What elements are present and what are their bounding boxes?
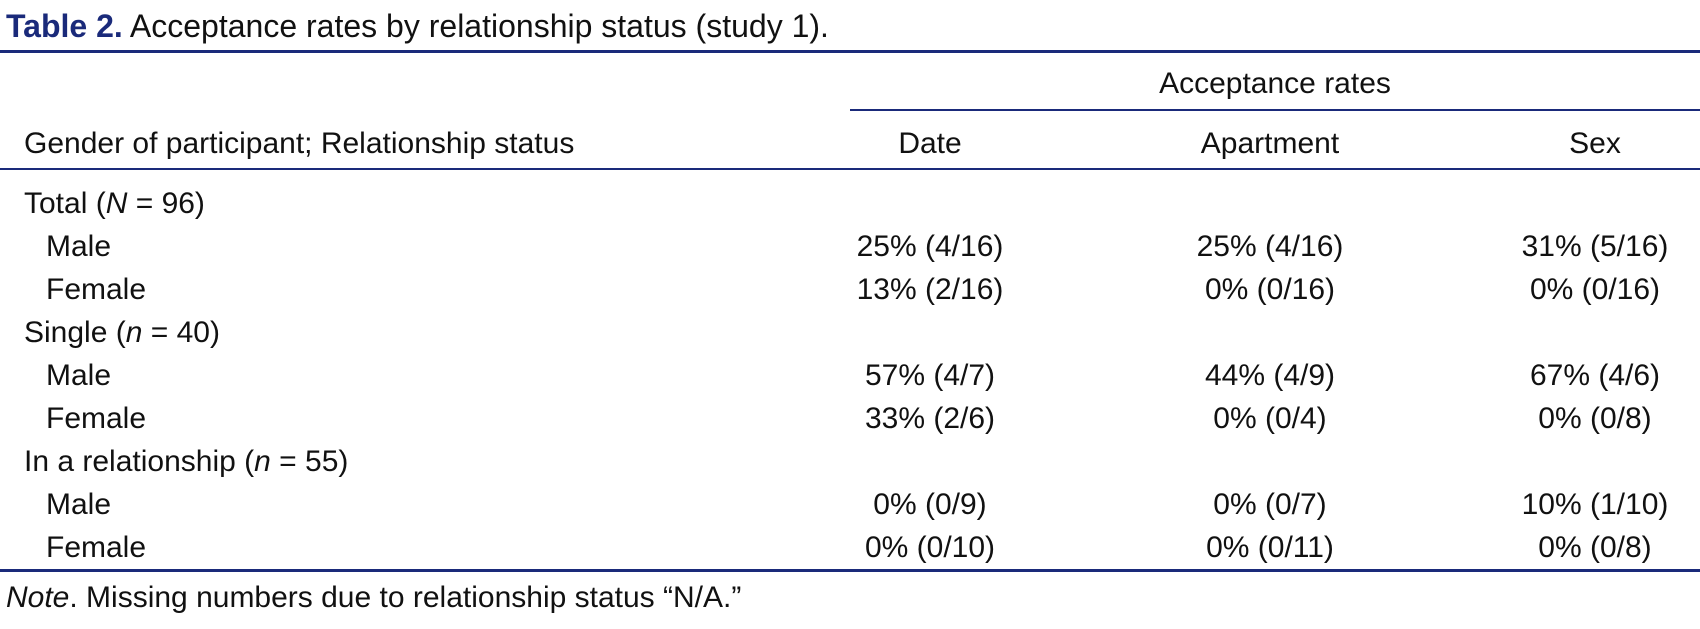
- table-caption-text: Acceptance rates by relationship status …: [129, 8, 829, 44]
- date-cell: 0% (0/10): [864, 531, 996, 564]
- group-row-total: Total (N = 96): [0, 182, 1700, 225]
- table-row: Female 13% (2/16) 0% (0/16) 0% (0/16): [0, 268, 1700, 311]
- sex-cell: 31% (5/16): [1521, 230, 1669, 263]
- table-row: Male 0% (0/9) 0% (0/7) 10% (1/10): [0, 483, 1700, 526]
- row-label: Female: [46, 402, 147, 435]
- sex-cell: 0% (0/16): [1529, 273, 1661, 306]
- date-cell: 13% (2/16): [856, 273, 1004, 306]
- group-label: Total (N = 96): [24, 187, 205, 220]
- table-note: Note. Missing numbers due to relationshi…: [6, 576, 741, 620]
- sex-cell: 0% (0/8): [1538, 402, 1652, 435]
- date-cell: 33% (2/6): [864, 402, 996, 435]
- col-header-apartment: Apartment: [1200, 127, 1340, 160]
- row-label: Female: [46, 531, 147, 564]
- bottom-rule: [0, 569, 1700, 572]
- row-label: Female: [46, 273, 147, 306]
- table-caption: Table 2. Acceptance rates by relationshi…: [6, 4, 829, 48]
- sex-cell: 10% (1/10): [1521, 488, 1669, 521]
- group-label: In a relationship (n = 55): [24, 445, 349, 478]
- group-row-in-a-relationship: In a relationship (n = 55): [0, 440, 1700, 483]
- date-cell: 0% (0/9): [873, 488, 987, 521]
- table-note-label: Note: [6, 581, 70, 614]
- table-row: Female 0% (0/10) 0% (0/11) 0% (0/8): [0, 526, 1700, 569]
- top-rule: [0, 50, 1700, 53]
- row-label: Male: [46, 230, 112, 263]
- row-label: Male: [46, 488, 112, 521]
- date-cell: 57% (4/7): [864, 359, 996, 392]
- table-caption-label: Table 2.: [6, 8, 123, 44]
- stub-header: Gender of participant; Relationship stat…: [24, 127, 575, 160]
- row-label: Male: [46, 359, 112, 392]
- date-cell: 25% (4/16): [856, 230, 1004, 263]
- table-row: Male 57% (4/7) 44% (4/9) 67% (4/6): [0, 354, 1700, 397]
- header-rule: [0, 168, 1700, 170]
- group-header-rule: [850, 109, 1700, 111]
- apartment-cell: 0% (0/16): [1204, 273, 1336, 306]
- group-label: Single (n = 40): [24, 316, 220, 349]
- table-note-text: . Missing numbers due to relationship st…: [69, 581, 742, 614]
- acceptance-rates-header: Acceptance rates: [1159, 67, 1391, 100]
- apartment-cell: 0% (0/7): [1213, 488, 1327, 521]
- sex-cell: 67% (4/6): [1529, 359, 1661, 392]
- apartment-cell: 0% (0/11): [1206, 531, 1334, 564]
- sex-cell: 0% (0/8): [1538, 531, 1652, 564]
- group-row-single: Single (n = 40): [0, 311, 1700, 354]
- apartment-cell: 44% (4/9): [1204, 359, 1336, 392]
- col-header-date: Date: [898, 127, 962, 160]
- apartment-cell: 0% (0/4): [1213, 402, 1327, 435]
- table-row: Male 25% (4/16) 25% (4/16) 31% (5/16): [0, 225, 1700, 268]
- table-row: Female 33% (2/6) 0% (0/4) 0% (0/8): [0, 397, 1700, 440]
- col-header-sex: Sex: [1569, 127, 1621, 160]
- apartment-cell: 25% (4/16): [1196, 230, 1344, 263]
